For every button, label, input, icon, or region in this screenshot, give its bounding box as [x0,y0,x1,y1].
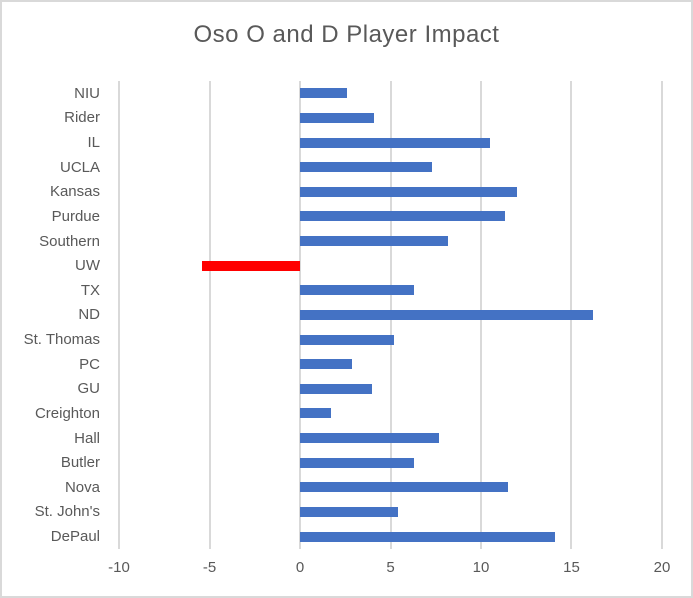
bar-row [119,253,662,278]
bar-row [119,229,662,254]
value-axis: -10 -5 0 5 10 15 20 [108,559,670,579]
bar [299,383,373,394]
gridline [118,81,120,549]
bar [299,236,449,247]
bar-row [119,401,662,426]
bar [299,457,414,468]
category-label: St. Thomas [23,331,100,349]
category-label: UCLA [59,158,100,176]
bar-row [119,500,662,525]
bar-row [119,130,662,155]
bar [299,482,509,493]
bar-row [119,155,662,180]
bar [299,88,348,99]
category-label: GU [77,380,101,398]
bar [299,334,395,345]
bar [299,285,414,296]
bar [299,162,433,173]
category-label: Hall [74,429,100,447]
bar [299,309,594,320]
plot-area [118,81,663,549]
bar-row [119,81,662,106]
x-tick-label: 15 [563,559,580,576]
category-label: TX [80,281,100,299]
bar [299,531,556,542]
category-axis: NIU Rider IL UCLA Kansas Purdue Southern UW TX ND… [2,81,100,549]
bar [202,260,300,271]
category-label: UW [75,257,100,275]
category-label: ND [78,306,100,324]
category-label: Purdue [51,207,100,225]
bar-row [119,377,662,402]
bar-row [119,204,662,229]
category-label: Kansas [49,183,100,201]
category-label: Butler [60,454,100,472]
bar [299,359,353,370]
bar-row [119,524,662,549]
bar [299,211,505,222]
bar [299,433,440,444]
bar [299,137,491,148]
gridline [661,81,663,549]
bar-row [119,327,662,352]
x-tick-label: -5 [202,559,217,576]
category-label: St. John's [34,503,100,521]
bar [299,112,375,123]
x-tick-label: 0 [295,559,305,576]
bar-row [119,180,662,205]
category-label: PC [79,355,100,373]
bar-row [119,450,662,475]
bar [299,506,398,517]
category-label: Southern [39,232,100,250]
gridline [208,81,211,549]
bar-row [119,106,662,131]
x-tick-label: 20 [653,559,671,576]
x-tick-label: -10 [108,559,130,576]
category-label: Rider [64,109,100,127]
x-tick-label: 5 [386,559,395,576]
bar-row [119,278,662,303]
bar-rows [119,81,662,549]
bar [299,408,331,419]
x-tick-label: 10 [472,559,490,576]
bar-row [119,352,662,377]
category-label: IL [87,134,100,152]
bar-row [119,303,662,328]
category-label: Nova [64,478,100,496]
bar-row [119,475,662,500]
category-label: Creighton [34,404,100,422]
category-label: DePaul [50,528,100,546]
bar-row [119,426,662,451]
bar [299,186,518,197]
chart-title: Oso O and D Player Impact [193,21,500,48]
category-label: NIU [74,84,100,102]
